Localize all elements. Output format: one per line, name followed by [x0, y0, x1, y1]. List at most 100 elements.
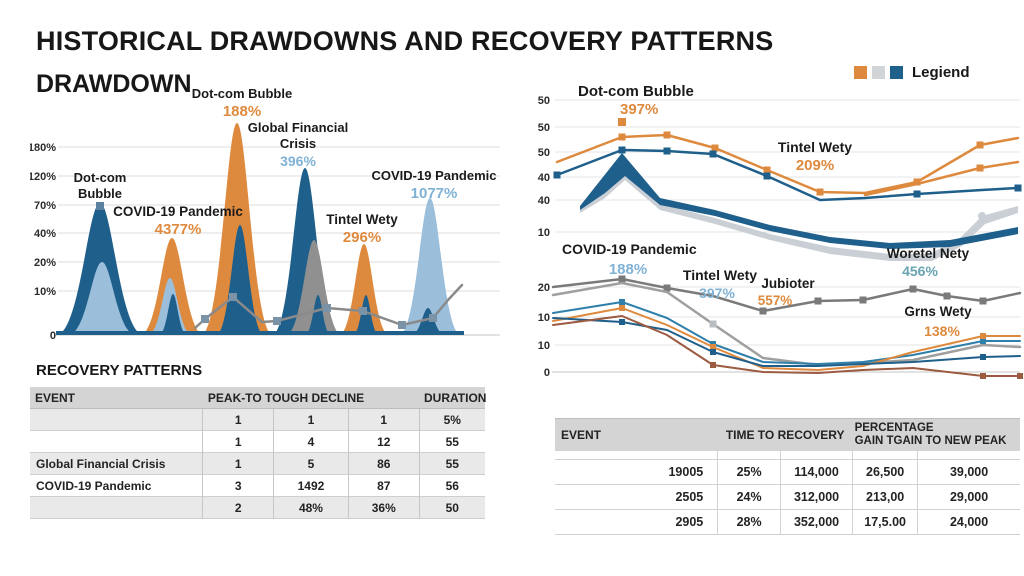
y-tick-label: 10%	[34, 286, 56, 298]
page-title: HISTORICAL DRAWDOWNS AND RECOVERY PATTER…	[36, 26, 774, 56]
orange-low-line-marker	[619, 305, 625, 311]
gray-trend-line-marker	[359, 307, 367, 315]
table-header-row: EVENT PEAK-TO TOUGH DECLINE DURATION	[30, 387, 486, 409]
column-header-percentage-gain: PERCENTAGE GAIN TGAIN TO NEW PEAK	[852, 418, 1020, 452]
gray-descending-line-marker	[709, 320, 717, 328]
label-dotcom: Dot-com	[74, 170, 127, 185]
value-tintel-1: 209%	[796, 157, 834, 174]
value-grns: 138%	[924, 323, 960, 339]
orange-upper-line-2	[863, 160, 1020, 197]
peak-dotcom-inner-light	[68, 262, 136, 335]
drawdown-chart-title: DRAWDOWN	[36, 70, 192, 98]
gray-mid-line-marker	[759, 307, 767, 315]
value-tintel-2: 397%	[699, 285, 735, 301]
y-tick-label: 40	[538, 172, 550, 184]
chart-legend: Legiend	[854, 64, 970, 81]
table-cell: 2505	[555, 484, 719, 510]
table-row: 1 1 1 5%	[30, 408, 485, 431]
blue-low-line-marker	[710, 349, 716, 355]
baseline-strip	[56, 331, 464, 335]
legend-label: Legiend	[912, 64, 970, 81]
brown-low-line	[552, 315, 1021, 377]
peak-covid2-inner-blue	[411, 308, 445, 335]
table-cell: 24,000	[917, 509, 1020, 535]
chart-title-value: 397%	[620, 101, 658, 118]
blue-upper-line-marker	[913, 190, 921, 198]
peak-covid-inner-blue	[159, 294, 187, 335]
label-grns: Grns Wety	[904, 304, 972, 319]
table-cell: 55	[419, 430, 485, 453]
y-tick-label: 10	[538, 312, 550, 324]
table-cell: 25%	[717, 459, 782, 485]
label-dotcom2: Dot-com Bubble	[192, 86, 292, 101]
table-cell: 1	[348, 408, 420, 431]
table-cell	[30, 430, 204, 453]
column-header-event: EVENT	[555, 418, 718, 452]
value-woretel: 456%	[902, 263, 938, 279]
table-cell: 36%	[348, 496, 420, 519]
blue-low-line-marker	[619, 319, 625, 325]
gray-mid-line-marker	[979, 297, 987, 305]
y-tick-label: 0	[50, 330, 56, 342]
peak-dotcom2-inner-blue	[216, 225, 264, 335]
label-covid: COVID-19 Pandemic	[562, 241, 697, 257]
orange-upper-line-marker	[913, 178, 921, 186]
table-cell: Global Financial Crisis	[30, 452, 204, 475]
orange-low-line-marker	[710, 344, 716, 350]
value-dotcom2: 188%	[223, 103, 261, 120]
column-header-duration: DURATION	[419, 387, 486, 409]
table-cell: 1492	[273, 474, 349, 497]
table-row: 19005 25% 114,000 26,500 39,000	[555, 459, 1020, 485]
label-jubioter: Jubioter	[761, 276, 815, 291]
table-cell: 50	[419, 496, 485, 519]
table-cell: 2	[202, 496, 274, 519]
table-cell: 24%	[717, 484, 782, 510]
gray-trend-line-marker	[273, 317, 281, 325]
table-cell: COVID-19 Pandemic	[30, 474, 204, 497]
brown-low-line-marker	[1017, 373, 1023, 379]
label-gfc: Global Financial	[248, 120, 348, 135]
y-tick-label: 180%	[30, 142, 56, 154]
gray-trend-line-marker	[323, 304, 331, 312]
orange-low-line-marker	[980, 333, 986, 339]
y-tick-label: 50	[538, 147, 550, 159]
y-tick-label: 40	[538, 195, 550, 207]
table-cell: 5%	[419, 408, 485, 431]
table-cell: 39,000	[917, 459, 1020, 485]
gray-mid-line-marker	[618, 275, 626, 283]
y-tick-label: 10	[538, 340, 550, 352]
orange-upper-line	[555, 133, 1020, 195]
table-row: COVID-19 Pandemic 3 1492 87 56	[30, 474, 485, 497]
gray-descending-line	[551, 281, 1022, 367]
orange-low-line	[552, 307, 1021, 371]
peak-dotcom2-orange	[201, 123, 273, 335]
table-cell: 56	[419, 474, 485, 497]
blue-upper-line-marker	[553, 171, 561, 179]
blue-area-wedge	[580, 153, 1018, 249]
value-covid: 188%	[609, 261, 647, 278]
value-jubioter: 557%	[758, 293, 793, 308]
gray-trend-line-marker	[429, 314, 437, 322]
gray-trend-line-marker	[201, 315, 209, 323]
column-header-line1: PERCENTAGE	[854, 422, 934, 434]
peak-tintel-orange	[339, 244, 389, 335]
blue-low-line-marker	[980, 354, 986, 360]
value-covid2: 1077%	[411, 185, 458, 202]
silver-end-marker	[978, 212, 986, 220]
y-tick-label: 120%	[30, 171, 56, 183]
table-cell: 28%	[717, 509, 782, 535]
label-tintel-2: Tintel Wety	[683, 267, 757, 283]
peak-top-marker	[96, 202, 104, 210]
brown-low-line-marker	[710, 362, 716, 368]
orange-upper-line-marker	[663, 131, 671, 139]
orange-isolated-marker	[618, 118, 626, 126]
table-cell: 1	[202, 408, 274, 431]
table-cell: 26,500	[852, 459, 919, 485]
y-tick-label: 50	[538, 122, 550, 134]
table-cell: 48%	[273, 496, 349, 519]
gray-mid-line-marker	[663, 284, 671, 292]
y-tick-label: 70%	[34, 200, 56, 212]
table-cell: 4	[273, 430, 349, 453]
